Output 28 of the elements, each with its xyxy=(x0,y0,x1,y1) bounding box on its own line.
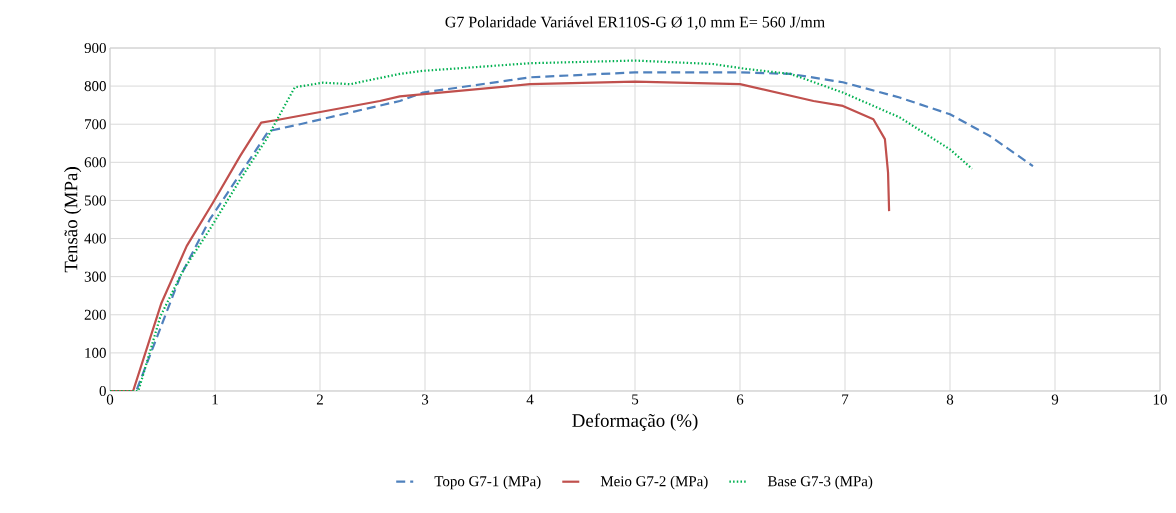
y-tick-label: 600 xyxy=(84,157,106,168)
y-tick-label: 700 xyxy=(85,119,106,130)
x-tick-label: 7 xyxy=(842,394,849,405)
x-tick-label: 10 xyxy=(1153,394,1167,405)
y-tick-label: 0 xyxy=(99,385,106,397)
x-axis-title: Deformação (%) xyxy=(572,413,698,431)
legend-label: Meio G7-2 (MPa) xyxy=(600,475,708,490)
x-tick-label: 1 xyxy=(212,394,218,405)
y-tick-label: 100 xyxy=(85,347,106,358)
x-tick-label: 0 xyxy=(106,394,114,405)
x-tick-label: 9 xyxy=(1051,394,1059,405)
legend-label: Base G7-3 (MPa) xyxy=(767,475,873,490)
x-tick-label: 8 xyxy=(946,394,954,405)
y-tick-label: 300 xyxy=(84,271,106,282)
chart-title: G7 Polaridade Variável ER110S-G Ø 1,0 mm E= 560 J/mm xyxy=(445,16,825,30)
y-axis-title: Tensão (MPa) xyxy=(64,167,82,273)
y-tick-label: 400 xyxy=(84,233,106,244)
x-tick-label: 3 xyxy=(421,394,429,405)
y-tick-label: 200 xyxy=(84,309,106,320)
line-series xyxy=(110,80,891,391)
y-tick-label: 900 xyxy=(84,42,106,54)
x-tick-label: 5 xyxy=(632,394,639,405)
y-tick-label: 800 xyxy=(84,81,106,92)
x-tick-label: 2 xyxy=(316,394,323,405)
x-tick-label: 4 xyxy=(526,394,534,405)
y-tick-label: 500 xyxy=(84,195,106,206)
legend-label: Topo G7-1 (MPa) xyxy=(434,475,541,490)
x-tick-label: 6 xyxy=(736,394,744,405)
